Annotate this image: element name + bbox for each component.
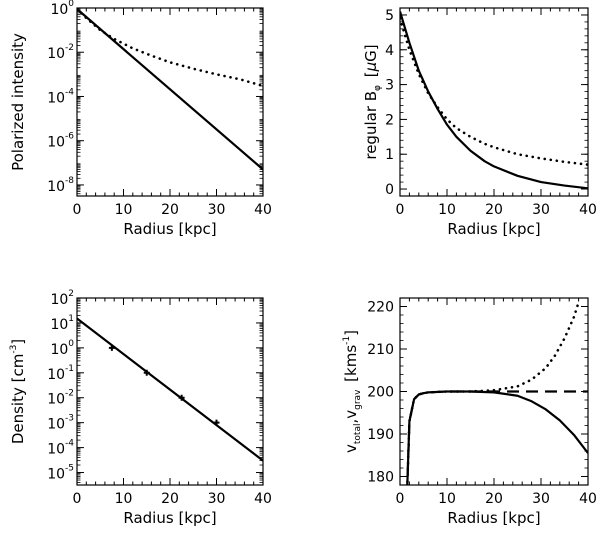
bfield-xtick-label: 30	[532, 202, 550, 218]
density-y-axis-title: Density [cm-3]	[9, 339, 27, 444]
bfield-ytick-label: 0	[385, 182, 394, 198]
polarized-ytick-label: 10-4	[47, 87, 74, 106]
density-data-point	[178, 394, 185, 401]
density-ytick-label: 102	[50, 289, 74, 308]
velocity-ytick-label: 210	[367, 342, 394, 358]
density-series-fit	[77, 317, 263, 462]
polarized-axes-frame	[76, 7, 264, 197]
density-ytick-label: 10-5	[47, 464, 74, 483]
bfield-series-solid	[400, 11, 588, 190]
velocity-series-dashed	[406, 390, 588, 485]
bfield-xtick-label: 0	[396, 202, 405, 218]
density-ytick-label: 10-4	[47, 439, 74, 458]
polarized-ytick-label: 10-8	[47, 176, 74, 195]
velocity-xtick-label: 10	[438, 491, 456, 507]
velocity-ytick-label: 190	[367, 427, 394, 443]
density-data-point	[213, 419, 220, 426]
density-ytick-label: 100	[50, 339, 74, 358]
velocity-plot-area	[406, 300, 588, 485]
bfield-panel: 0 10 20 30 40 0 1 2 3 4 5 Radius [kpc] regular Bφ [μ…	[362, 7, 597, 238]
density-plot-area	[77, 317, 263, 462]
bfield-xtick-label: 10	[438, 202, 456, 218]
velocity-x-axis-title: Radius [kpc]	[447, 509, 540, 527]
bfield-ytick-label: 2	[385, 112, 394, 128]
density-xtick-label: 20	[161, 491, 179, 507]
velocity-xtick-label: 30	[532, 491, 550, 507]
polarized-series-dotted	[77, 8, 263, 88]
polarized-ytick-label: 10-6	[47, 132, 74, 151]
bfield-series-dotted	[400, 17, 588, 166]
polarized-panel: 0 10 20 30 40 100 10-2 10-4 10-6 10-8 Radius [kpc]…	[9, 0, 272, 238]
density-axes-frame	[76, 297, 264, 486]
bfield-xtick-label: 40	[579, 202, 597, 218]
velocity-y-axis-title: vtotal,vgrav [kms-1]	[342, 330, 363, 453]
density-xtick-label: 10	[115, 491, 133, 507]
density-xtick-label: 30	[208, 491, 226, 507]
bfield-ytick-label: 3	[385, 78, 394, 94]
density-ytick-label: 10-3	[47, 414, 74, 433]
density-panel: 0 10 20 30 40 102 101 100 10-1 10-2 10-3 10-4 10-5 Ra…	[9, 289, 272, 527]
velocity-ytick-label: 200	[367, 385, 394, 401]
polarized-xtick-label: 10	[115, 202, 133, 218]
density-ytick-label: 10-1	[47, 364, 74, 383]
density-data-point	[143, 369, 150, 376]
polarized-xtick-label: 30	[208, 202, 226, 218]
polarized-ytick-label: 10-2	[47, 43, 74, 62]
bfield-ytick-label: 5	[385, 8, 394, 24]
bfield-axes-frame	[399, 7, 589, 197]
bfield-plot-area	[400, 11, 588, 190]
bfield-x-axis-title: Radius [kpc]	[447, 220, 540, 238]
polarized-x-axis-title: Radius [kpc]	[123, 220, 216, 238]
velocity-xtick-label: 0	[396, 491, 405, 507]
velocity-panel: 0 10 20 30 40 180 190 200 210 220 Radius [kpc] vtot…	[342, 297, 597, 527]
polarized-y-axis-title: Polarized intensity	[9, 33, 27, 171]
bfield-ytick-label: 4	[385, 43, 394, 59]
polarized-ytick-label: 100	[50, 0, 74, 18]
density-ytick-label: 10-2	[47, 389, 74, 408]
velocity-ytick-label: 220	[367, 300, 394, 316]
polarized-xtick-label: 40	[254, 202, 272, 218]
velocity-xtick-label: 20	[485, 491, 503, 507]
velocity-series-dotted	[406, 300, 580, 485]
velocity-series-solid	[406, 390, 588, 485]
polarized-series-solid	[77, 8, 263, 171]
polarized-xtick-label: 20	[161, 202, 179, 218]
bfield-y-axis-title: regular Bφ [μG]	[362, 44, 383, 159]
velocity-ytick-label: 180	[367, 470, 394, 486]
density-xtick-label: 0	[73, 491, 82, 507]
polarized-xtick-label: 0	[73, 202, 82, 218]
density-xtick-label: 40	[254, 491, 272, 507]
polarized-plot-area	[77, 8, 263, 171]
density-x-axis-title: Radius [kpc]	[123, 509, 216, 527]
bfield-ytick-label: 1	[385, 147, 394, 163]
velocity-xtick-label: 40	[579, 491, 597, 507]
bfield-xtick-label: 20	[485, 202, 503, 218]
density-data-point	[108, 344, 115, 351]
density-ytick-label: 101	[50, 314, 74, 333]
